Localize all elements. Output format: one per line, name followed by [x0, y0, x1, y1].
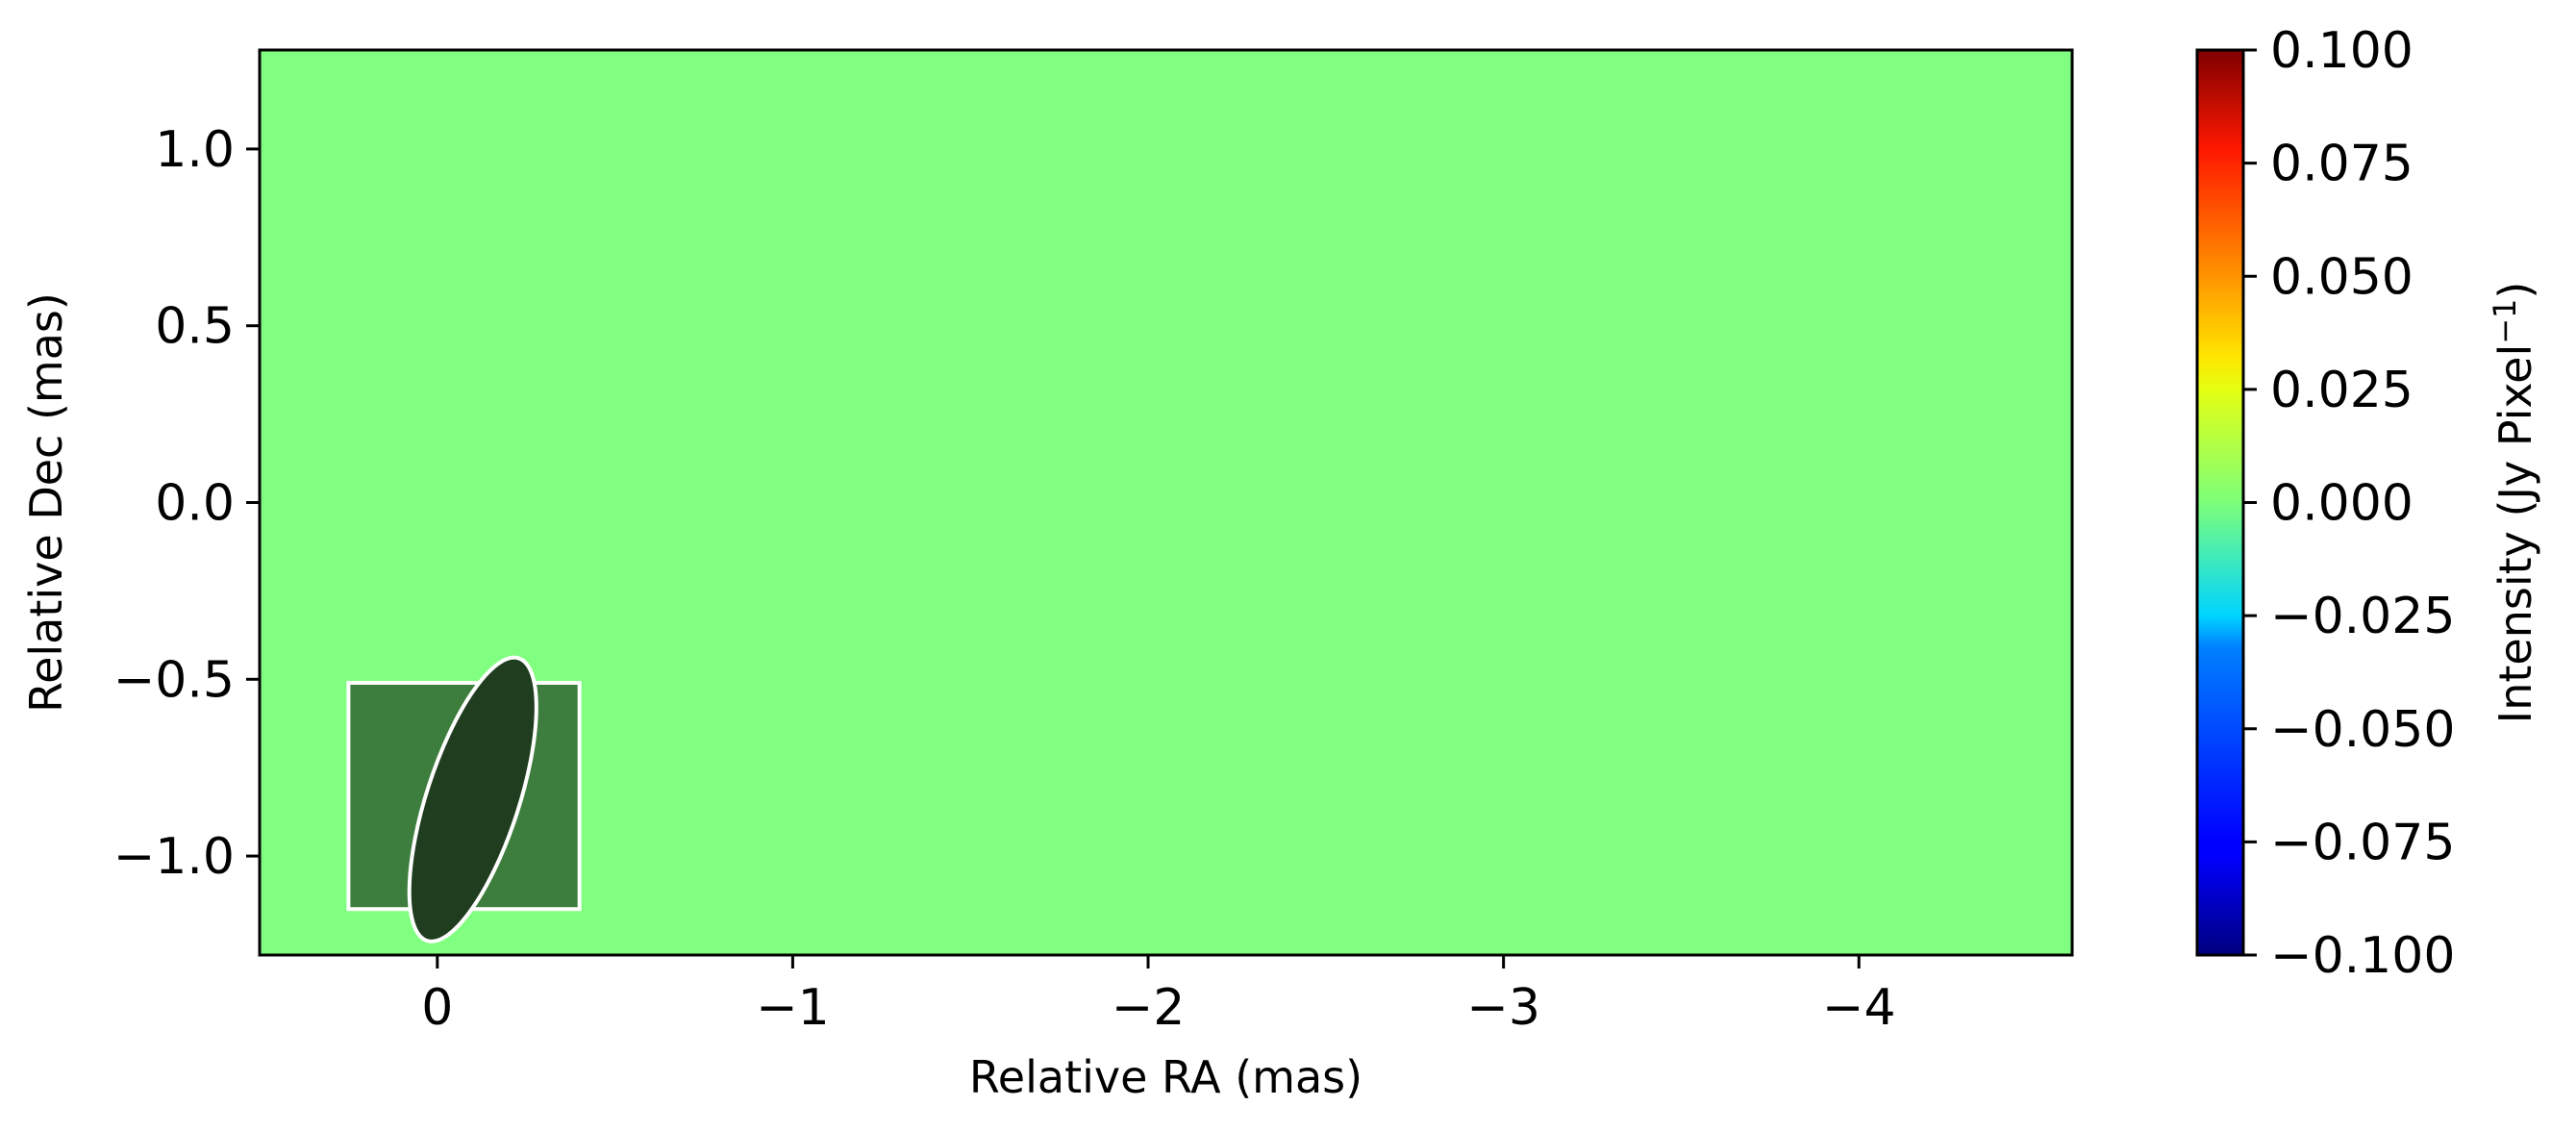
colorbar-tick-label: −0.050 — [2270, 701, 2455, 759]
y-axis-label: Relative Dec (mas) — [20, 292, 72, 713]
y-tick-label: 1.0 — [155, 121, 235, 179]
colorbar-label: Intensity (Jy Pixel−1) — [2487, 282, 2541, 724]
x-tick-label: −1 — [756, 979, 830, 1037]
colorbar-ticks: 0.100 0.075 0.050 0.025 0.000 −0.025 −0.050 −0.… — [2243, 22, 2455, 985]
y-axis-ticks: 1.0 0.5 0.0 −0.5 −1.0 — [113, 121, 260, 886]
beam-ellipse — [407, 655, 538, 943]
y-tick-label: 0.5 — [155, 298, 235, 356]
x-tick-label: 0 — [421, 979, 453, 1037]
colorbar-tick-label: 0.050 — [2270, 248, 2413, 306]
colorbar-tick-label: −0.100 — [2270, 927, 2455, 985]
colorbar-tick-label: −0.025 — [2270, 588, 2455, 645]
x-axis-ticks: 0 −1 −2 −3 −4 — [421, 955, 1896, 1037]
colorbar-label-close: ) — [2489, 282, 2541, 299]
x-tick-label: −3 — [1466, 979, 1540, 1037]
colorbar-label-text: Intensity (Jy Pixel — [2489, 344, 2541, 724]
colorbar-tick-label: 0.075 — [2270, 136, 2413, 193]
x-tick-label: −2 — [1112, 979, 1186, 1037]
colorbar-tick-label: −0.075 — [2270, 814, 2455, 871]
colorbar-gradient — [2195, 48, 2245, 957]
x-axis-label: Relative RA (mas) — [969, 1051, 1363, 1103]
colorbar: 0.100 0.075 0.050 0.025 0.000 −0.025 −0.050 −0.… — [2195, 22, 2541, 985]
colorbar-tick-label: 0.025 — [2270, 362, 2413, 419]
x-tick-label: −4 — [1822, 979, 1896, 1037]
colorbar-tick-label: 0.100 — [2270, 22, 2413, 80]
colorbar-label-superscript: −1 — [2487, 299, 2523, 344]
y-tick-label: 0.0 — [155, 475, 235, 533]
y-tick-label: −0.5 — [113, 651, 235, 709]
y-tick-label: −1.0 — [113, 828, 235, 886]
colorbar-tick-label: 0.000 — [2270, 475, 2413, 533]
plot-area — [258, 48, 2074, 957]
